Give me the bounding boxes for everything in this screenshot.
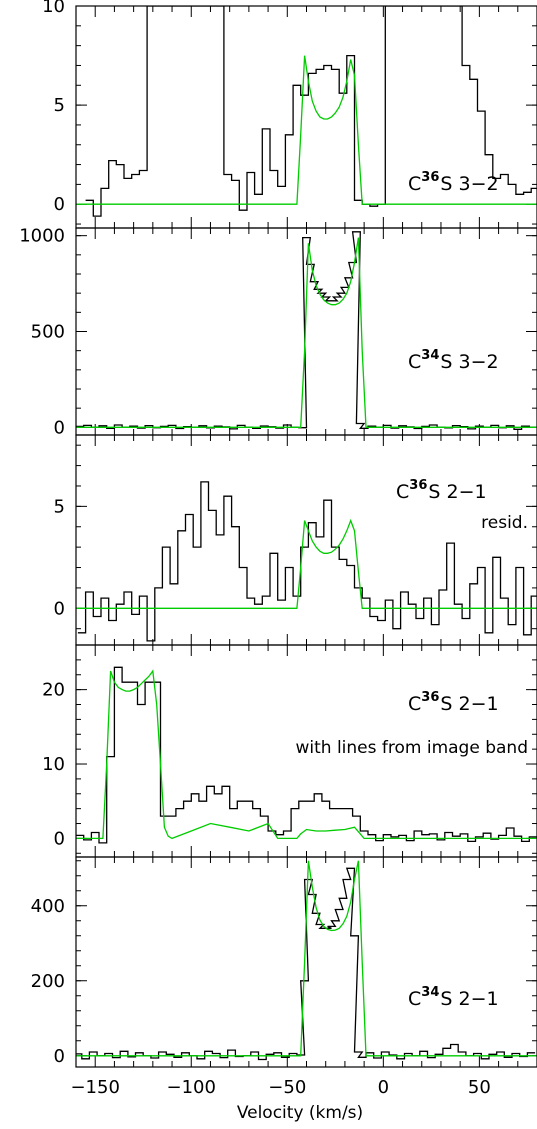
observed-spectrum	[77, 481, 537, 642]
x-tick-label: 0	[378, 1077, 389, 1098]
y-tick-label: 0	[54, 598, 65, 619]
label-species: S 2−1	[440, 693, 498, 715]
label-species: S 3−2	[440, 351, 498, 373]
label-molecule: C	[408, 351, 421, 373]
y-tick-label: 0	[54, 417, 65, 438]
y-tick-label: 10	[42, 754, 65, 775]
label-molecule: C	[408, 173, 421, 195]
label-isotope: 36	[409, 478, 427, 493]
y-tick-label: 0	[54, 1046, 65, 1067]
observed-spectrum	[76, 867, 536, 1061]
x-axis-title: Velocity (km/s)	[237, 1103, 363, 1123]
panel-plot-area	[76, 481, 537, 642]
model-fit	[76, 669, 537, 840]
panel-note: resid.	[481, 513, 528, 533]
y-tick-label: 0	[54, 194, 65, 215]
model-fit	[76, 237, 537, 428]
panel-label: C34S 2−1	[408, 985, 499, 1010]
y-tick-label: 1000	[19, 226, 65, 247]
y-tick-label: 500	[31, 322, 65, 343]
label-isotope: 36	[421, 170, 439, 185]
panel-label: C36S 2−1	[396, 478, 487, 503]
x-tick-label: −50	[268, 1077, 306, 1098]
observed-spectrum	[76, 666, 537, 844]
y-tick-label: 5	[54, 496, 65, 517]
panel-plot-area	[76, 6, 537, 217]
y-tick-label: 20	[42, 680, 65, 701]
x-tick-label: −150	[70, 1077, 119, 1098]
x-axis: −150 −100 −50 0 50	[70, 1077, 490, 1098]
label-molecule: C	[396, 481, 409, 503]
panel-label: C34S 3−2	[408, 348, 499, 373]
panel-5: 0 200 400 C34S 2−1	[31, 856, 537, 1068]
model-fit	[76, 860, 537, 1057]
label-isotope: 34	[421, 348, 439, 363]
panel-label: C36S 2−1	[408, 690, 499, 715]
label-molecule: C	[408, 693, 421, 715]
panel-plot-area	[76, 860, 537, 1061]
label-species: S 2−1	[440, 988, 498, 1010]
y-tick-label: 400	[31, 896, 65, 917]
panel-frame	[75, 434, 537, 646]
x-tick-label: 50	[468, 1077, 491, 1098]
panel-2: 0 500 1000 C34S 3−2	[19, 226, 537, 438]
panel-plot-area	[76, 666, 537, 844]
observed-spectrum	[76, 231, 537, 430]
observed-spectrum	[85, 6, 537, 217]
panel-4: 0 10 20 C36S 2−1 with lines from image band	[42, 644, 537, 858]
label-isotope: 36	[421, 690, 439, 705]
panel-3: 0 5 C36S 2−1 resid.	[54, 434, 537, 646]
label-molecule: C	[408, 988, 421, 1010]
model-fit	[76, 55, 537, 205]
y-tick-label: 200	[31, 971, 65, 992]
label-species: S 2−1	[428, 481, 486, 503]
panel-note: with lines from image band	[295, 738, 528, 758]
model-fit	[76, 518, 537, 609]
panel-plot-area	[76, 231, 537, 430]
panel-label: C36S 3−2	[408, 170, 499, 195]
y-tick-label: 0	[54, 828, 65, 849]
y-tick-label: 5	[54, 95, 65, 116]
y-tick-label: 10	[42, 0, 65, 17]
label-isotope: 34	[421, 985, 439, 1000]
panel-frame	[75, 856, 537, 1068]
x-tick-label: −100	[167, 1077, 216, 1098]
panel-1: 0 5 10 C36S 3−2	[42, 0, 537, 229]
label-species: S 3−2	[440, 173, 498, 195]
